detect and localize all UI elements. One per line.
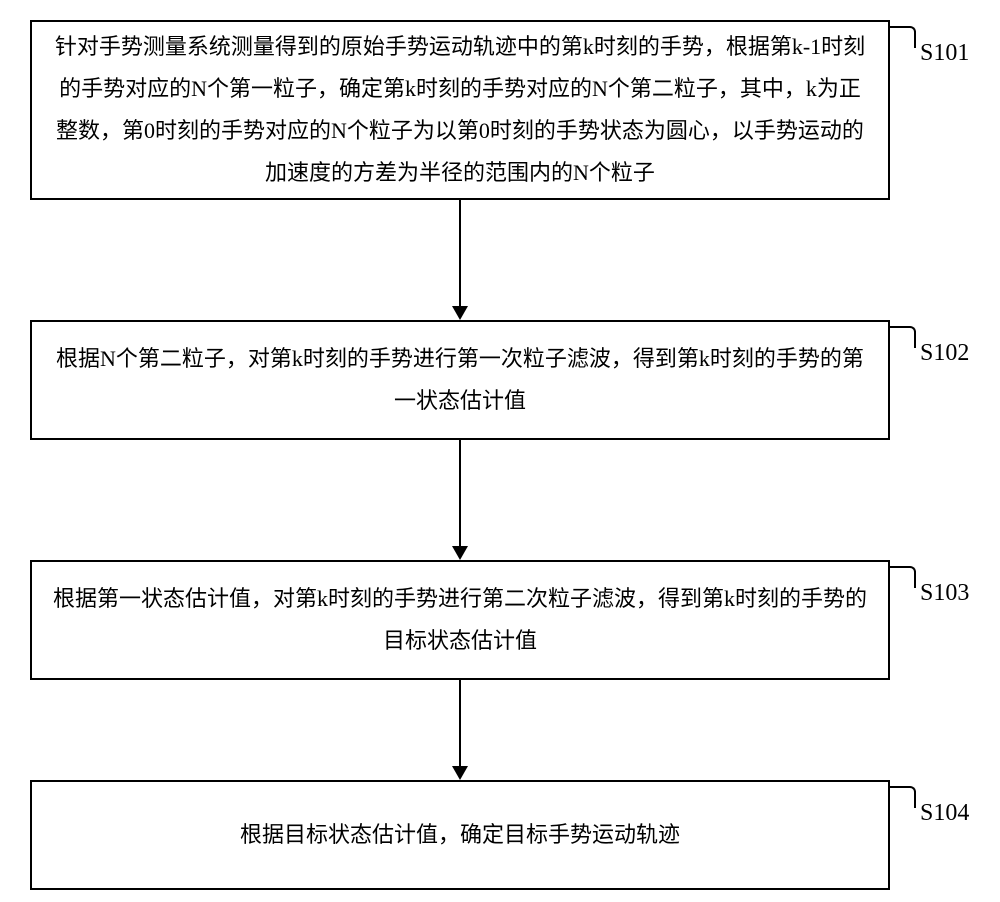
leader-S104 <box>888 786 916 808</box>
leader-S103 <box>888 566 916 588</box>
flowchart-canvas: 针对手势测量系统测量得到的原始手势运动轨迹中的第k时刻的手势，根据第k-1时刻的… <box>0 0 1000 902</box>
leader-S102 <box>888 326 916 348</box>
step-box-S101: 针对手势测量系统测量得到的原始手势运动轨迹中的第k时刻的手势，根据第k-1时刻的… <box>30 20 890 200</box>
step-label-S103: S103 <box>920 580 969 607</box>
step-label-S104: S104 <box>920 800 969 827</box>
step-text-S104: 根据目标状态估计值，确定目标手势运动轨迹 <box>240 814 680 856</box>
arrow-S103-S104 <box>440 680 480 780</box>
step-box-S104: 根据目标状态估计值，确定目标手势运动轨迹 <box>30 780 890 890</box>
step-text-S101: 针对手势测量系统测量得到的原始手势运动轨迹中的第k时刻的手势，根据第k-1时刻的… <box>52 26 868 193</box>
step-label-S101: S101 <box>920 40 969 67</box>
step-text-S103: 根据第一状态估计值，对第k时刻的手势进行第二次粒子滤波，得到第k时刻的手势的目标… <box>52 578 868 662</box>
step-box-S102: 根据N个第二粒子，对第k时刻的手势进行第一次粒子滤波，得到第k时刻的手势的第一状… <box>30 320 890 440</box>
step-label-S102: S102 <box>920 340 969 367</box>
step-text-S102: 根据N个第二粒子，对第k时刻的手势进行第一次粒子滤波，得到第k时刻的手势的第一状… <box>52 338 868 422</box>
step-box-S103: 根据第一状态估计值，对第k时刻的手势进行第二次粒子滤波，得到第k时刻的手势的目标… <box>30 560 890 680</box>
arrow-S102-S103 <box>440 440 480 560</box>
leader-S101 <box>888 26 916 48</box>
arrow-S101-S102 <box>440 200 480 320</box>
